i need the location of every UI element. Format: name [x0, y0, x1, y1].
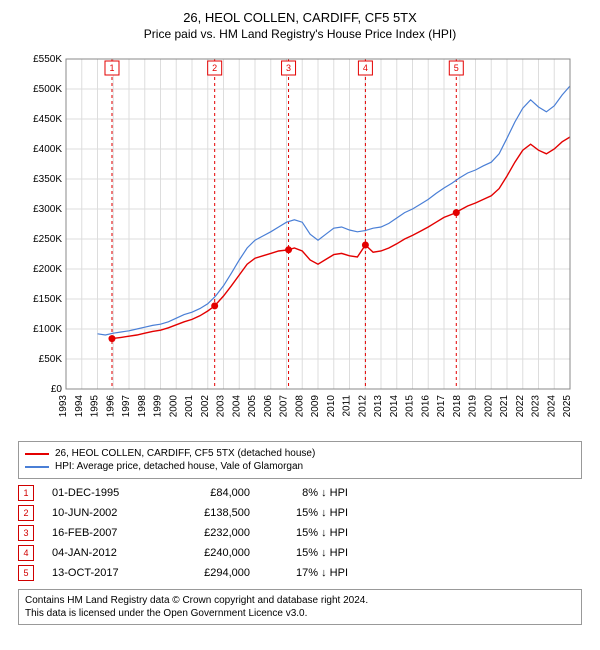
svg-text:1995: 1995: [90, 395, 101, 418]
svg-text:1997: 1997: [121, 395, 132, 418]
svg-text:2007: 2007: [279, 395, 290, 418]
transaction-table: 1 01-DEC-1995 £84,000 8% ↓ HPI 2 10-JUN-2002 £…: [18, 485, 582, 581]
svg-text:2008: 2008: [294, 395, 305, 418]
transaction-diff: 15% ↓ HPI: [268, 527, 348, 539]
transaction-badge: 3: [18, 525, 34, 541]
svg-text:2001: 2001: [184, 395, 195, 418]
svg-text:£0: £0: [51, 384, 63, 395]
svg-text:2024: 2024: [546, 395, 557, 418]
svg-text:1998: 1998: [137, 395, 148, 418]
transaction-price: £240,000: [170, 547, 250, 559]
transaction-date: 01-DEC-1995: [52, 487, 152, 499]
legend-row-hpi: HPI: Average price, detached house, Vale…: [25, 461, 575, 472]
svg-text:2002: 2002: [200, 395, 211, 418]
chart-svg: £0 £50K £100K £150K £200K £250K £300K £350K £400…: [20, 49, 580, 429]
transaction-date: 16-FEB-2007: [52, 527, 152, 539]
transaction-badge: 4: [18, 545, 34, 561]
svg-text:2023: 2023: [531, 395, 542, 418]
transaction-price: £232,000: [170, 527, 250, 539]
svg-text:2020: 2020: [483, 395, 494, 418]
footer-line-2: This data is licensed under the Open Gov…: [25, 607, 575, 620]
transaction-row: 3 16-FEB-2007 £232,000 15% ↓ HPI: [18, 525, 582, 541]
svg-text:£150K: £150K: [33, 294, 62, 305]
svg-text:2019: 2019: [468, 395, 479, 418]
svg-text:3: 3: [286, 63, 291, 73]
transaction-diff: 15% ↓ HPI: [268, 547, 348, 559]
svg-text:£200K: £200K: [33, 264, 62, 275]
svg-text:£550K: £550K: [33, 54, 62, 65]
svg-text:2022: 2022: [515, 395, 526, 418]
svg-text:£500K: £500K: [33, 84, 62, 95]
transaction-price: £294,000: [170, 567, 250, 579]
footer-line-1: Contains HM Land Registry data © Crown c…: [25, 594, 575, 607]
svg-text:2000: 2000: [168, 395, 179, 418]
svg-text:4: 4: [363, 63, 368, 73]
svg-text:2018: 2018: [452, 395, 463, 418]
svg-text:1993: 1993: [58, 395, 69, 418]
svg-text:1994: 1994: [74, 395, 85, 418]
chart-container: £0 £50K £100K £150K £200K £250K £300K £350K £400…: [20, 49, 580, 429]
transaction-diff: 15% ↓ HPI: [268, 507, 348, 519]
svg-text:2005: 2005: [247, 395, 258, 418]
transaction-date: 13-OCT-2017: [52, 567, 152, 579]
svg-text:£300K: £300K: [33, 204, 62, 215]
svg-text:2014: 2014: [389, 395, 400, 418]
svg-text:2012: 2012: [357, 395, 368, 418]
svg-text:2015: 2015: [405, 395, 416, 418]
transaction-date: 04-JAN-2012: [52, 547, 152, 559]
transaction-row: 2 10-JUN-2002 £138,500 15% ↓ HPI: [18, 505, 582, 521]
chart-title: 26, HEOL COLLEN, CARDIFF, CF5 5TX: [8, 10, 592, 25]
svg-text:£450K: £450K: [33, 114, 62, 125]
transaction-date: 10-JUN-2002: [52, 507, 152, 519]
legend-row-property: 26, HEOL COLLEN, CARDIFF, CF5 5TX (detac…: [25, 448, 575, 459]
transaction-diff: 8% ↓ HPI: [268, 487, 348, 499]
svg-text:£50K: £50K: [39, 354, 63, 365]
transaction-price: £84,000: [170, 487, 250, 499]
transaction-diff: 17% ↓ HPI: [268, 567, 348, 579]
footer-box: Contains HM Land Registry data © Crown c…: [18, 589, 582, 625]
transaction-row: 4 04-JAN-2012 £240,000 15% ↓ HPI: [18, 545, 582, 561]
transaction-badge: 5: [18, 565, 34, 581]
transaction-price: £138,500: [170, 507, 250, 519]
svg-text:£100K: £100K: [33, 324, 62, 335]
svg-text:1996: 1996: [105, 395, 116, 418]
legend-box: 26, HEOL COLLEN, CARDIFF, CF5 5TX (detac…: [18, 441, 582, 479]
svg-text:2004: 2004: [231, 395, 242, 418]
transaction-badge: 2: [18, 505, 34, 521]
transaction-row: 1 01-DEC-1995 £84,000 8% ↓ HPI: [18, 485, 582, 501]
transaction-row: 5 13-OCT-2017 £294,000 17% ↓ HPI: [18, 565, 582, 581]
legend-label-property: 26, HEOL COLLEN, CARDIFF, CF5 5TX (detac…: [55, 448, 315, 459]
svg-text:£400K: £400K: [33, 144, 62, 155]
svg-text:1999: 1999: [153, 395, 164, 418]
svg-text:2017: 2017: [436, 395, 447, 418]
legend-label-hpi: HPI: Average price, detached house, Vale…: [55, 461, 303, 472]
svg-text:2: 2: [212, 63, 217, 73]
svg-text:5: 5: [454, 63, 459, 73]
svg-text:1: 1: [109, 63, 114, 73]
svg-text:2009: 2009: [310, 395, 321, 418]
chart-subtitle: Price paid vs. HM Land Registry's House …: [8, 27, 592, 41]
svg-text:2006: 2006: [263, 395, 274, 418]
svg-text:2011: 2011: [342, 395, 353, 417]
svg-text:2003: 2003: [216, 395, 227, 418]
svg-text:£350K: £350K: [33, 174, 62, 185]
transaction-badge: 1: [18, 485, 34, 501]
svg-text:2021: 2021: [499, 395, 510, 418]
svg-text:2025: 2025: [562, 395, 573, 418]
svg-text:2010: 2010: [326, 395, 337, 418]
legend-swatch-hpi: [25, 466, 49, 468]
svg-text:2013: 2013: [373, 395, 384, 418]
svg-text:2016: 2016: [420, 395, 431, 418]
legend-swatch-property: [25, 453, 49, 455]
svg-text:£250K: £250K: [33, 234, 62, 245]
